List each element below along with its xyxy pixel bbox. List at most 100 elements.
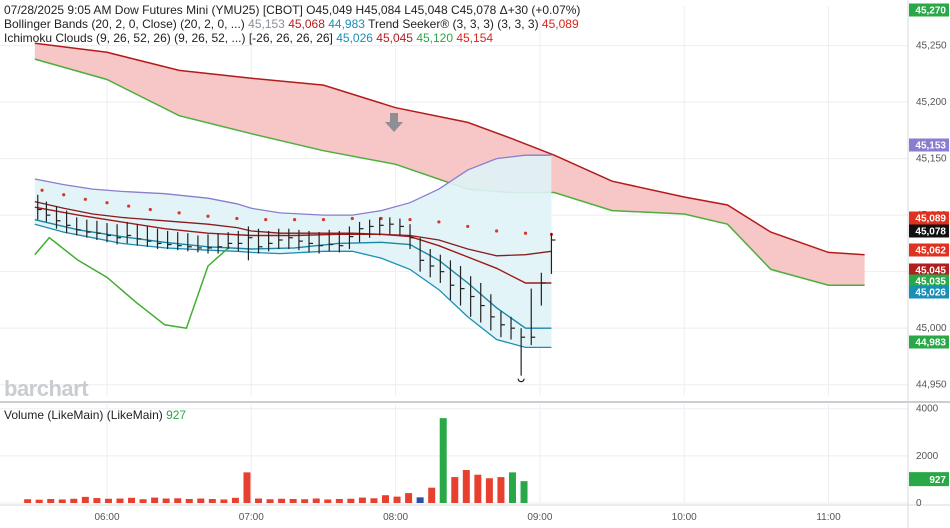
- legend-line-1: 07/28/2025 9:05 AM Dow Futures Mini (YMU…: [4, 3, 580, 17]
- trend-seeker-dot: [105, 201, 109, 205]
- volume-bar: [428, 487, 436, 503]
- volume-badge-label: 927: [929, 475, 946, 486]
- legend-ts-name: Trend Seeker® (3, 3, 3): [368, 17, 494, 31]
- trend-seeker-dot: [62, 193, 66, 197]
- volume-bar: [312, 498, 320, 503]
- volume-bar: [358, 497, 366, 503]
- price-tick-label: 45,000: [916, 323, 947, 334]
- volume-bar: [35, 499, 43, 503]
- volume-bar: [462, 470, 470, 503]
- price-badge: [909, 335, 949, 349]
- legend-ich-v4: 45,154: [456, 31, 494, 45]
- volume-bar: [381, 495, 389, 503]
- volume-bar: [301, 499, 309, 503]
- volume-bar: [24, 499, 32, 503]
- legend-bb-params: (20, 2, 0, ...): [180, 17, 245, 31]
- volume-bar: [405, 493, 413, 503]
- trend-seeker-dot: [408, 218, 412, 222]
- volume-bar: [508, 472, 516, 503]
- price-tick-label: 45,250: [916, 41, 947, 52]
- bollinger-band-fill: [34, 155, 552, 348]
- price-badge-label: 45,270: [915, 6, 946, 17]
- markers: [385, 113, 525, 383]
- time-tick-label: 10:00: [672, 512, 697, 523]
- volume-bar: [324, 499, 332, 503]
- legend-change: Δ+30 (+0.07%): [499, 3, 581, 17]
- time-tick-label: 07:00: [239, 512, 264, 523]
- price-badge-label: 44,983: [915, 338, 946, 349]
- price-badge-label: 45,089: [915, 214, 946, 225]
- barchart-logo: barchart: [4, 376, 89, 401]
- trend-seeker-dot: [379, 216, 383, 221]
- down-arrow-marker: [385, 113, 403, 132]
- volume-bar: [162, 498, 170, 503]
- volume-bar: [58, 499, 66, 503]
- bollinger-upper-line: [34, 154, 552, 216]
- price-badge: [909, 3, 949, 17]
- volume-bar: [393, 496, 401, 503]
- volume-bar: [70, 498, 78, 503]
- trend-seeker-dot: [321, 218, 326, 222]
- volume-bar: [474, 474, 482, 503]
- legend-ich-v2: 45,045: [376, 31, 413, 45]
- price-badge: [909, 263, 949, 277]
- volume-bar: [485, 478, 493, 503]
- legend-ts-params: (3, 3, 3): [497, 17, 539, 31]
- volume-bar: [81, 496, 89, 503]
- volume-bar: [289, 498, 297, 503]
- trend-seeker-dot: [466, 224, 470, 229]
- legend-time: 9:05 AM: [67, 3, 112, 17]
- volume-badge: [909, 472, 949, 487]
- volume-bar: [335, 498, 343, 503]
- volume-params: (LikeMain): [106, 408, 163, 422]
- cloud-area: [34, 43, 865, 286]
- time-tick-label: 11:00: [816, 512, 841, 523]
- price-badge: [909, 243, 949, 257]
- volume-legend: Volume (LikeMain) (LikeMain) 927: [4, 408, 186, 422]
- legend-bb-name: Bollinger Bands (20, 2, 0, Close): [4, 17, 177, 31]
- legend-bb-mid: 45,068: [288, 17, 325, 31]
- price-tick-label: 45,200: [916, 97, 947, 108]
- volume-bar: [439, 418, 447, 503]
- price-badge-label: 45,045: [915, 266, 946, 277]
- legend-ich-name: Ichimoku Clouds (9, 26, 52, 26): [4, 31, 171, 45]
- time-tick-label: 09:00: [527, 512, 552, 523]
- volume-bar: [47, 498, 55, 503]
- volume-bar: [278, 498, 286, 503]
- volume-bar: [185, 498, 193, 503]
- volume-bar: [243, 472, 251, 503]
- legend-ich-v1: 45,026: [336, 31, 373, 45]
- volume-tick-label: 2000: [916, 451, 939, 462]
- price-badge-label: 45,062: [915, 246, 946, 257]
- legend-bb-upper: 45,153: [248, 17, 285, 31]
- volume-bar: [139, 499, 147, 503]
- trend-seeker-dot: [235, 216, 239, 221]
- volume-bar: [416, 497, 424, 503]
- volume-bar: [174, 498, 182, 503]
- price-badge-label: 45,153: [915, 141, 946, 152]
- volume-tick-label: 4000: [916, 404, 939, 415]
- trend-seeker-dot: [40, 188, 44, 192]
- volume-bar: [451, 477, 459, 503]
- legend-line-3: Ichimoku Clouds (9, 26, 52, 26) (9, 26, …: [4, 31, 493, 45]
- trend-seeker-dot: [495, 229, 499, 233]
- volume-bar: [116, 498, 124, 503]
- price-badge-label: 45,078: [915, 227, 946, 238]
- legend-symbol: Dow Futures Mini (YMU25) [CBOT]: [114, 3, 303, 17]
- volume-bar: [255, 498, 263, 503]
- volume-bar: [220, 499, 228, 503]
- volume-bars: [24, 418, 528, 503]
- legend-line-2: Bollinger Bands (20, 2, 0, Close) (20, 2…: [4, 17, 579, 31]
- price-badges: 45,270 45,153 45,089 45,078 45,062 45,045 45,0…: [909, 3, 949, 487]
- trend-seeker-dot: [350, 216, 354, 221]
- trend-seeker-dot: [523, 231, 528, 235]
- trend-seeker-dot: [127, 204, 131, 208]
- legend-ich-params2: [-26, 26, 26, 26]: [248, 31, 333, 45]
- legend-ts-value: 45,089: [541, 17, 579, 31]
- volume-bar: [208, 498, 216, 503]
- volume-bar: [151, 497, 159, 503]
- price-badge: [909, 211, 949, 225]
- volume-tick-label: 0: [916, 498, 922, 509]
- price-badge: [909, 274, 949, 288]
